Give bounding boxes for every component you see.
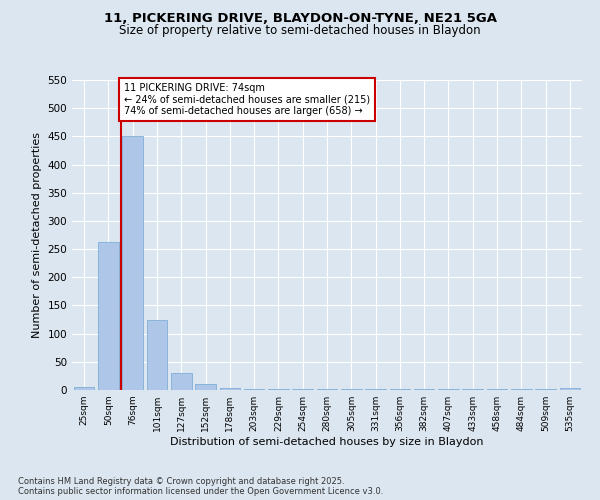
Text: 11, PICKERING DRIVE, BLAYDON-ON-TYNE, NE21 5GA: 11, PICKERING DRIVE, BLAYDON-ON-TYNE, NE… <box>104 12 497 26</box>
Y-axis label: Number of semi-detached properties: Number of semi-detached properties <box>32 132 42 338</box>
Text: Size of property relative to semi-detached houses in Blaydon: Size of property relative to semi-detach… <box>119 24 481 37</box>
Bar <box>74 387 94 390</box>
Bar <box>244 389 265 390</box>
Bar <box>220 388 240 390</box>
Text: Contains HM Land Registry data © Crown copyright and database right 2025.: Contains HM Land Registry data © Crown c… <box>18 478 344 486</box>
Text: Contains public sector information licensed under the Open Government Licence v3: Contains public sector information licen… <box>18 488 383 496</box>
Bar <box>195 384 216 390</box>
Bar <box>268 389 289 390</box>
Bar <box>122 136 143 390</box>
Bar <box>146 320 167 390</box>
Bar <box>98 242 119 390</box>
Bar <box>292 389 313 390</box>
Bar <box>560 388 580 390</box>
Text: 11 PICKERING DRIVE: 74sqm
← 24% of semi-detached houses are smaller (215)
74% of: 11 PICKERING DRIVE: 74sqm ← 24% of semi-… <box>124 83 370 116</box>
X-axis label: Distribution of semi-detached houses by size in Blaydon: Distribution of semi-detached houses by … <box>170 437 484 447</box>
Bar <box>171 373 191 390</box>
